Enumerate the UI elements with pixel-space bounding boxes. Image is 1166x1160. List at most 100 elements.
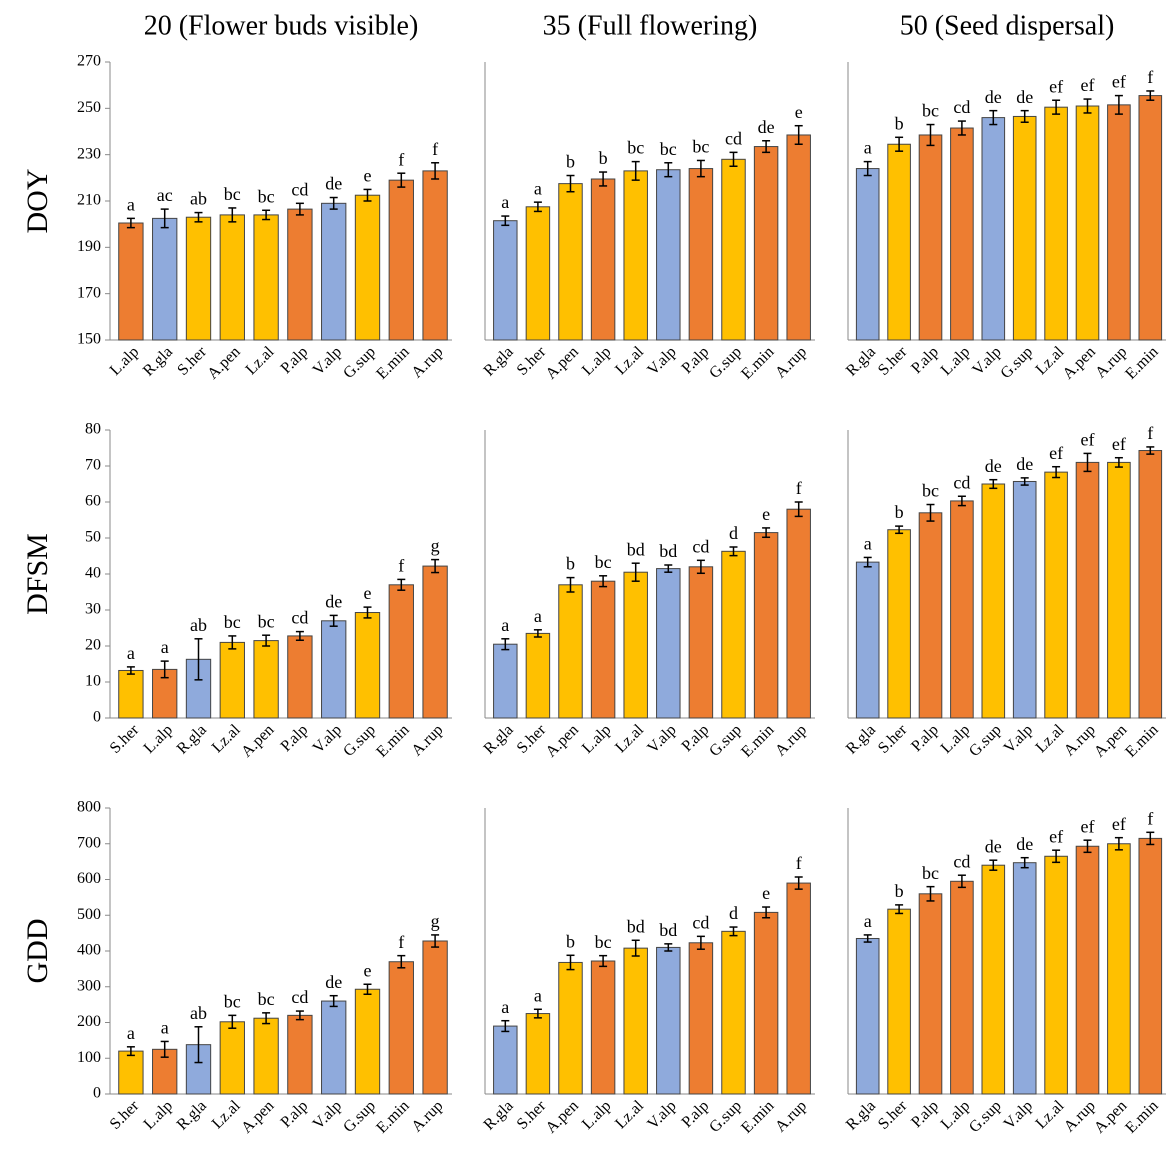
x-tick-label: E.min <box>373 343 412 382</box>
significance-letter: f <box>398 149 404 169</box>
column-title: 35 (Full flowering) <box>543 10 758 41</box>
significance-letter: b <box>599 148 608 168</box>
significance-letter: f <box>1147 67 1153 87</box>
y-tick-label: 60 <box>85 493 101 510</box>
bar <box>253 640 279 719</box>
y-tick-label: 30 <box>85 601 101 618</box>
x-tick-label: Lz.al <box>612 343 647 378</box>
bar <box>1044 855 1068 1095</box>
x-tick-label: A.rup <box>772 721 810 759</box>
significance-letter: cd <box>953 472 970 492</box>
significance-letter: ef <box>1081 430 1095 450</box>
x-tick-label: S.her <box>174 343 210 379</box>
bar <box>558 961 583 1095</box>
x-tick-label: G.sup <box>706 721 745 760</box>
bar <box>855 168 880 341</box>
x-tick-label: V.alp <box>644 721 679 756</box>
x-tick-label: E.min <box>1122 1097 1161 1136</box>
x-tick-label: A.pen <box>543 721 582 760</box>
significance-letter: bc <box>660 139 677 159</box>
x-tick-label: R.gla <box>481 343 517 379</box>
y-tick-label: 230 <box>77 145 101 162</box>
bar <box>1075 845 1100 1095</box>
bar <box>918 512 943 719</box>
x-tick-label: Lz.al <box>612 1097 647 1132</box>
bar <box>786 882 811 1095</box>
significance-letter: ef <box>1081 816 1095 836</box>
y-tick-label: 300 <box>77 977 101 994</box>
significance-letter: b <box>566 152 575 172</box>
bar <box>219 1021 245 1095</box>
bar <box>422 940 448 1095</box>
significance-letter: ef <box>1112 814 1126 834</box>
significance-letter: f <box>398 556 404 576</box>
x-tick-label: A.pen <box>543 1097 582 1136</box>
bar <box>1044 106 1068 341</box>
significance-letter: de <box>325 592 342 612</box>
x-tick-label: S.her <box>875 1097 911 1133</box>
column-title: 50 (Seed dispersal) <box>900 10 1115 41</box>
bar <box>786 508 811 719</box>
x-tick-label: G.sup <box>340 721 379 760</box>
significance-letter: bc <box>224 184 241 204</box>
significance-letter: bc <box>922 863 939 883</box>
x-tick-label: Lz.al <box>1033 1097 1068 1132</box>
bar <box>887 529 911 719</box>
bar <box>656 946 681 1095</box>
x-tick-label: L.alp <box>938 343 974 379</box>
bar <box>253 1017 279 1095</box>
column-title: 20 (Flower buds visible) <box>144 10 419 41</box>
x-tick-label: Lz.al <box>209 721 244 756</box>
x-tick-label: L.alp <box>579 721 615 757</box>
significance-letter: e <box>795 102 803 122</box>
bar <box>354 194 381 341</box>
significance-letter: ab <box>190 615 207 635</box>
x-tick-label: P.alp <box>278 343 312 377</box>
significance-letter: e <box>762 504 770 524</box>
x-tick-label: P.alp <box>908 343 942 377</box>
bar <box>721 550 746 719</box>
significance-letter: e <box>364 583 372 603</box>
bar <box>118 222 144 341</box>
bar <box>1107 104 1131 341</box>
x-tick-label: A.rup <box>1092 343 1130 381</box>
significance-letter: f <box>796 853 802 873</box>
bar <box>493 643 518 719</box>
x-tick-label: E.min <box>373 721 412 760</box>
bar <box>287 208 313 341</box>
bar <box>321 1000 347 1095</box>
x-tick-label: L.alp <box>141 721 177 757</box>
significance-letter: b <box>566 931 575 951</box>
y-tick-label: 600 <box>77 870 101 887</box>
y-axis-label: GDD <box>21 919 54 984</box>
significance-letter: a <box>534 985 542 1005</box>
bar <box>950 500 974 719</box>
significance-letter: bc <box>595 932 612 952</box>
bar <box>525 632 551 719</box>
x-tick-label: R.gla <box>843 343 879 379</box>
bar <box>493 220 518 341</box>
significance-letter: ef <box>1049 443 1063 463</box>
bar <box>388 179 414 341</box>
bar <box>981 117 1006 341</box>
x-tick-label: L.alp <box>579 1097 615 1133</box>
y-tick-label: 170 <box>77 284 101 301</box>
x-tick-label: L.alp <box>107 343 143 379</box>
y-tick-label: 0 <box>93 1085 101 1102</box>
x-tick-label: A.pen <box>1060 343 1099 382</box>
bar <box>721 930 746 1095</box>
bar <box>721 158 746 341</box>
significance-letter: bc <box>627 138 644 158</box>
significance-letter: a <box>864 911 872 931</box>
significance-letter: e <box>364 166 372 186</box>
x-tick-label: G.sup <box>340 343 379 382</box>
bar <box>493 1025 518 1095</box>
significance-letter: g <box>431 911 440 931</box>
significance-letter: bc <box>258 611 275 631</box>
bar <box>219 214 245 341</box>
bar <box>253 214 279 341</box>
x-tick-label: A.pen <box>543 343 582 382</box>
bar <box>590 580 616 719</box>
significance-letter: f <box>1147 808 1153 828</box>
